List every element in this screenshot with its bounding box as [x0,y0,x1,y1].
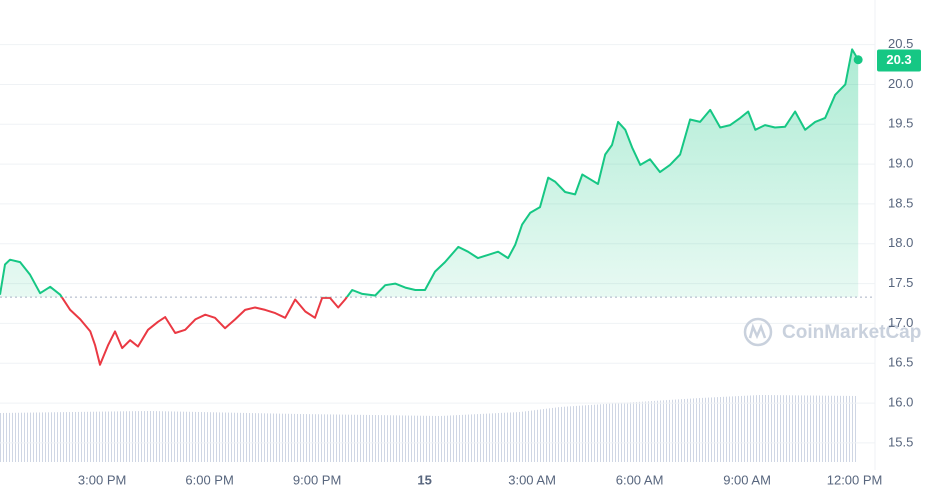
y-tick-label: 17.5 [888,275,913,290]
last-point [853,55,863,65]
y-tick-label: 20.5 [888,36,913,51]
price-line-up [0,48,860,298]
y-tick-label: 20.0 [888,76,913,91]
y-tick-label: 16.5 [888,355,913,370]
price-tag [877,49,921,72]
x-tick-label: 6:00 PM [185,472,233,487]
y-tick-label: 16.0 [888,395,913,410]
watermark: CoinMarketCap [782,322,921,343]
x-tick-label: 12:00 PM [827,472,883,487]
y-tick-label: 17.0 [888,315,913,330]
axes: 15.5 16.0 16.5 17.0 17.5 18.0 18.5 19.0 19.5 20.0… [78,36,921,487]
x-tick-label: 9:00 PM [293,472,341,487]
y-tick-label: 19.0 [888,156,913,171]
price-tag-label: 20.3 [886,52,911,67]
x-tick-label: 6:00 AM [616,472,664,487]
watermark-logo [743,317,773,347]
price-area [0,49,859,298]
x-tick-label: 15 [417,472,431,487]
y-tick-label: 18.0 [888,235,913,250]
x-tick-label: 3:00 PM [78,472,126,487]
price-line-down [60,297,349,366]
y-tick-label: 19.5 [888,116,913,131]
y-tick-label: 18.5 [888,195,913,210]
plot [0,48,875,366]
volume-bars [0,395,858,462]
y-tick-label: 15.5 [888,434,913,449]
x-tick-label: 3:00 AM [508,472,556,487]
x-tick-label: 9:00 AM [723,472,771,487]
